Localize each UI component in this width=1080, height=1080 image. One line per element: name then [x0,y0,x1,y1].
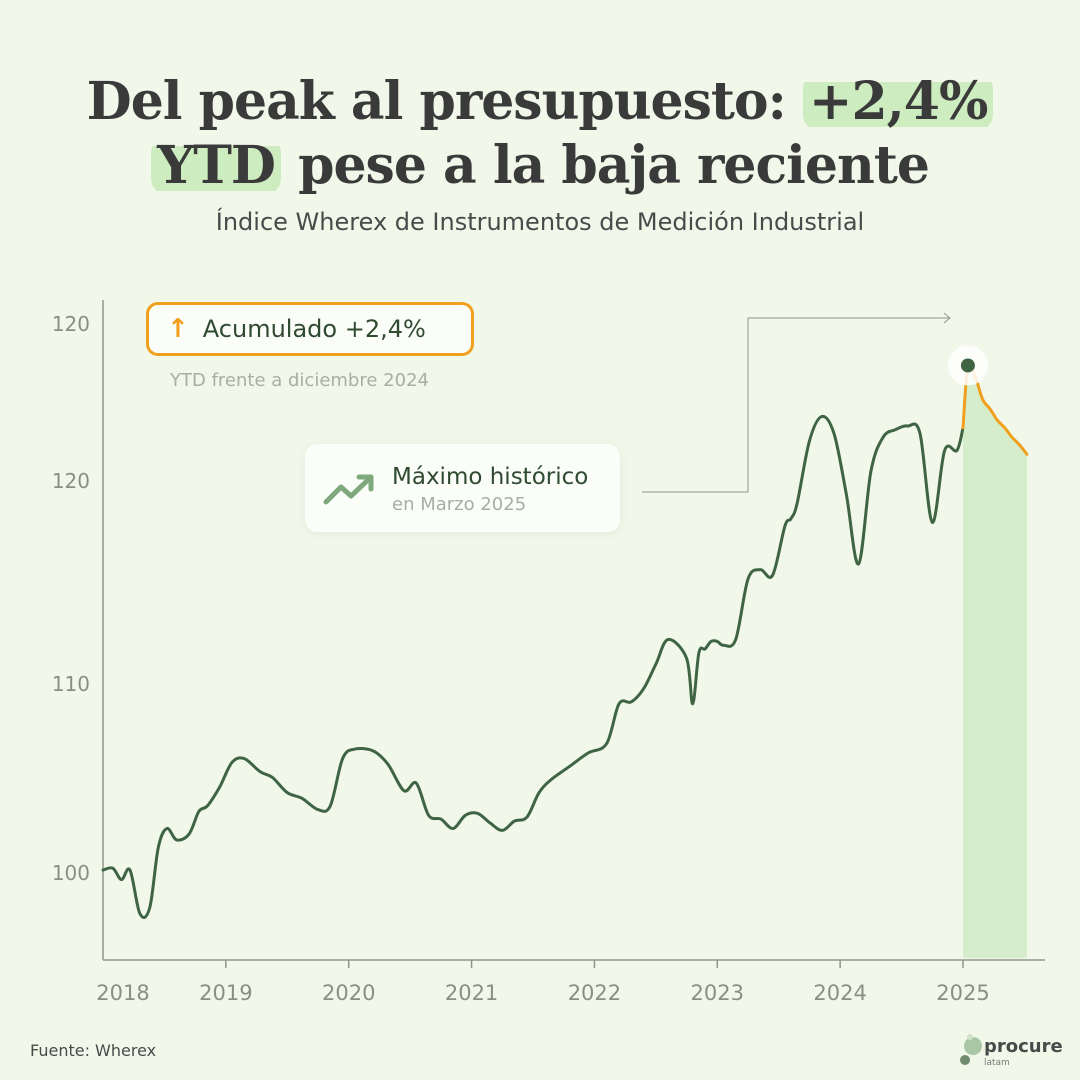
chart-subtitle: Índice Wherex de Instrumentos de Medició… [215,208,865,236]
title-part-1: Del peak al presupuesto: [86,71,787,132]
x-tick-label: 2019 [199,981,252,1005]
logo-name: procure [984,1036,1063,1057]
x-tick-label: 2025 [936,981,989,1005]
peak-point [960,358,975,373]
peak-connector-arrowhead [943,312,951,324]
logo-dots-icon [960,1034,982,1065]
arrow-up-icon: ↑ [167,314,189,344]
ytd-area [963,362,1027,958]
trending-up-icon [323,474,374,505]
title-highlight-ytd: YTD [151,135,281,196]
logo-tag: latam [984,1058,1010,1068]
title-part-2: pese a la baja reciente [298,135,930,196]
y-tick-label: 100 [52,861,90,885]
title-highlight-percent: +2,4% [802,71,994,132]
chart-title: Del peak al presupuesto: +2,4% YTD pese … [0,70,1080,198]
x-tick-label: 2021 [445,981,498,1005]
peak-connector [642,317,950,493]
y-tick-label: 120 [52,469,90,493]
source-note: Fuente: Wherex [30,1041,157,1060]
series-line-indice [101,414,965,919]
x-tick-label: 2022 [568,981,621,1005]
ytd-annotation-label: Acumulado +2,4% [202,315,426,343]
x-tick-label: 2024 [813,981,866,1005]
peak-card-sub: en Marzo 2025 [392,494,527,515]
x-tick-label: 2020 [322,981,375,1005]
y-tick-label: 110 [52,672,90,696]
peak-card-title: Máximo histórico [392,464,589,490]
title-line-1: Del peak al presupuesto: +2,4% [0,70,1080,134]
ytd-annotation-box: ↑ Acumulado +2,4% [146,302,474,356]
ytd-annotation-sub: YTD frente a diciembre 2024 [170,370,429,391]
x-tick-label: 2023 [691,981,744,1005]
title-line-2: YTD pese a la baja reciente [0,134,1080,198]
peak-card: Máximo histórico en Marzo 2025 [305,444,620,532]
x-tick-label: 2018 [96,981,149,1005]
y-tick-label: 120 [52,312,90,336]
